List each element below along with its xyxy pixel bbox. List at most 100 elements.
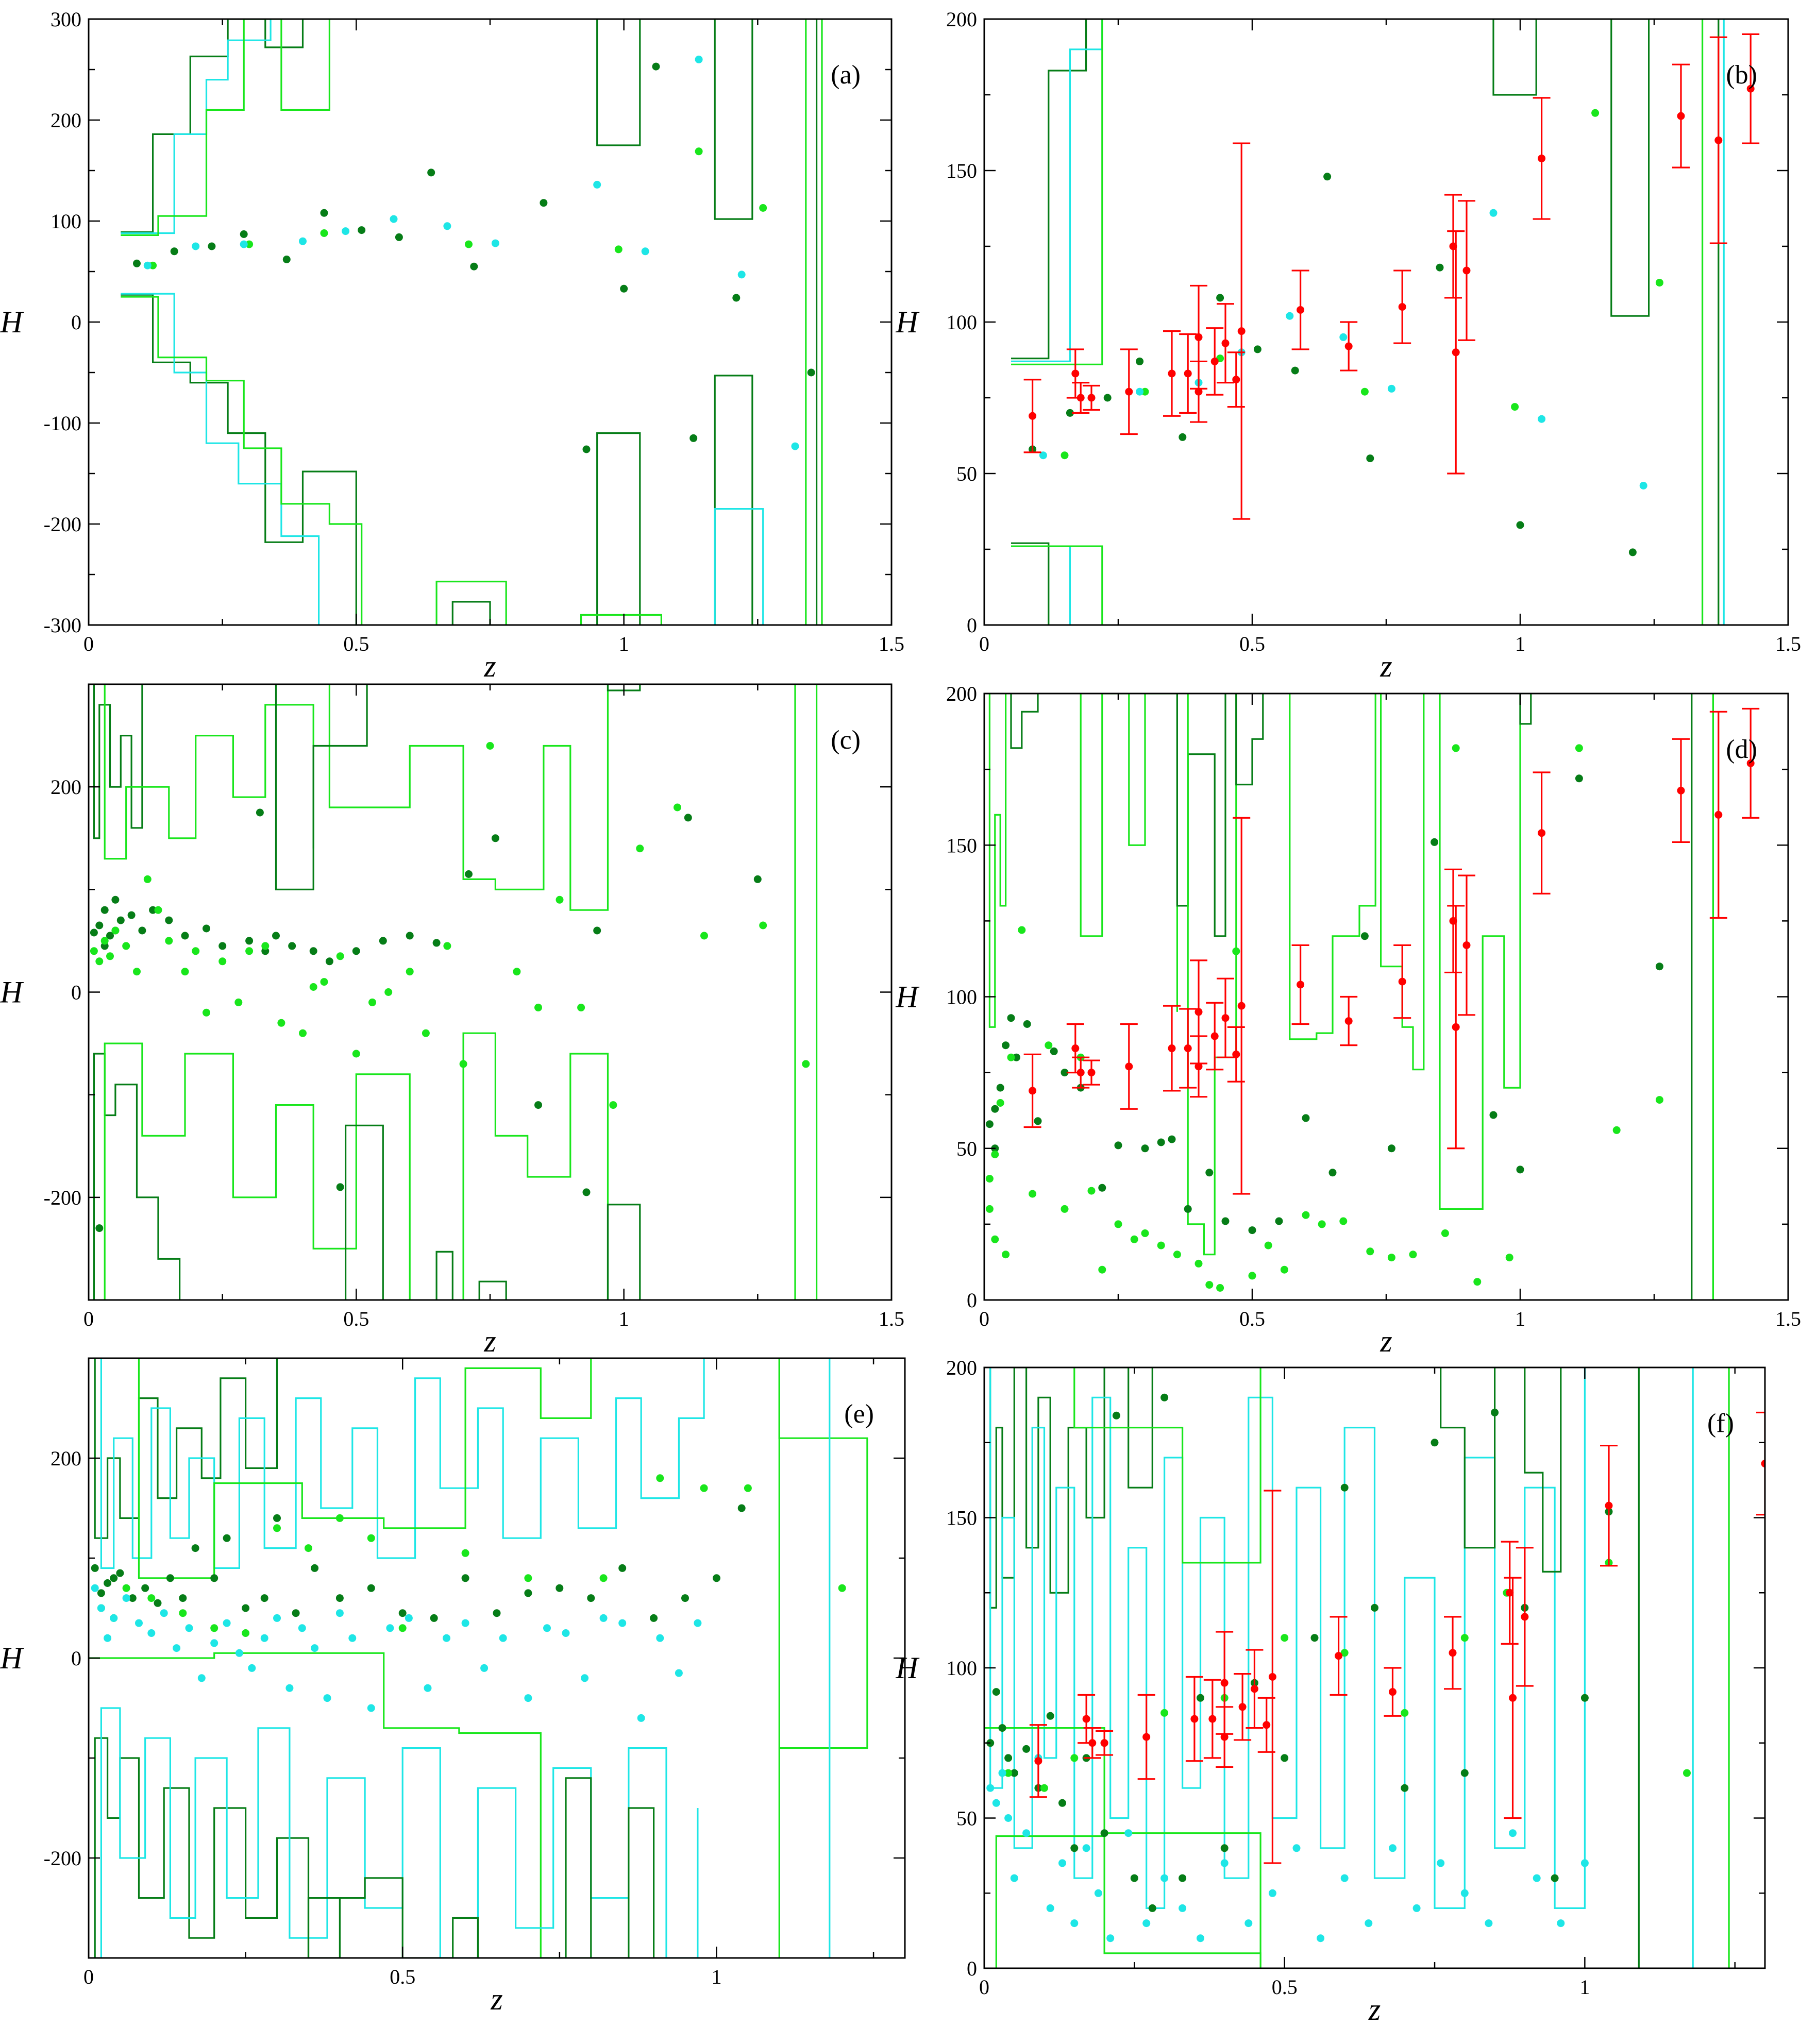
data-point [1401, 1784, 1409, 1792]
error-bar [1533, 97, 1551, 220]
data-point [465, 870, 473, 878]
data-point [443, 222, 451, 230]
data-point [1317, 1934, 1325, 1942]
error-bar [1264, 1490, 1282, 1864]
data-point [1264, 1241, 1272, 1249]
data-point [1046, 1904, 1054, 1912]
step-line [100, 1358, 705, 1569]
data-point [179, 1594, 187, 1602]
data-point [335, 1609, 344, 1617]
data-point [1473, 1278, 1482, 1286]
data-point [1130, 1874, 1138, 1882]
data-point [1521, 1613, 1529, 1621]
data-point [116, 916, 125, 924]
data-point [1124, 1829, 1133, 1837]
error-bar [1672, 63, 1690, 168]
data-point [534, 1101, 542, 1109]
error-bar [1083, 1727, 1101, 1759]
data-point [1253, 345, 1261, 353]
data-point [1220, 1859, 1229, 1867]
data-point [1082, 1715, 1090, 1723]
step-line [328, 684, 609, 911]
y-tick-label: 150 [946, 834, 977, 857]
data-point [1683, 1769, 1691, 1777]
error-bar [1234, 1673, 1252, 1741]
data-point [1076, 394, 1085, 402]
data-point [1489, 1111, 1498, 1119]
data-point [1141, 1144, 1149, 1153]
plot-area [121, 19, 823, 625]
data-point [443, 1634, 450, 1642]
data-point [248, 1664, 256, 1672]
step-line [989, 1367, 1153, 1609]
error-bar [1190, 360, 1207, 423]
error-bar [1672, 738, 1690, 843]
x-tick-label: 0.5 [390, 1965, 415, 1988]
step-line [995, 1835, 1261, 1968]
y-tick-label: -200 [44, 1847, 81, 1870]
data-point [90, 928, 98, 937]
data-point [323, 1694, 331, 1702]
data-point [480, 1664, 489, 1672]
plot-area [985, 694, 1760, 1300]
error-bar [1163, 330, 1181, 417]
data-point [737, 1504, 746, 1512]
data-point [100, 937, 109, 945]
data-point [1460, 1769, 1469, 1777]
data-point [106, 932, 114, 940]
data-point [609, 1101, 617, 1109]
panel-label: (d) [1726, 735, 1757, 764]
y-tick-label: 100 [946, 311, 977, 334]
data-point [587, 1594, 595, 1602]
error-bar [1179, 1008, 1197, 1089]
data-point [1714, 136, 1723, 144]
step-line [1440, 1367, 1562, 1573]
data-point [1087, 1069, 1096, 1077]
data-point [1194, 387, 1203, 396]
data-point [1002, 1041, 1010, 1050]
data-point [386, 1624, 394, 1632]
data-point [1412, 1904, 1421, 1912]
data-point [133, 968, 141, 976]
data-point [684, 814, 692, 822]
plot-area [984, 1367, 1765, 1968]
data-point [1221, 339, 1230, 347]
data-point [1018, 926, 1026, 934]
panel-b: 0 0.5 1 1.5 0 50 100 150 200 z H (b) [895, 8, 1801, 683]
data-point [1184, 369, 1192, 378]
data-point [154, 1599, 162, 1607]
data-point [379, 937, 387, 945]
step-line [989, 1367, 1586, 1909]
error-bar [1179, 333, 1197, 414]
error-bar [1137, 1694, 1155, 1780]
step-line [451, 601, 491, 625]
y-axis-label: H [0, 1641, 24, 1675]
data-point [1141, 387, 1149, 396]
data-point [91, 1564, 99, 1572]
data-point [759, 204, 767, 212]
data-point [97, 1604, 105, 1612]
data-point [430, 1614, 438, 1622]
data-point [461, 1549, 469, 1557]
data-point [342, 227, 350, 235]
x-tick-label: 0.5 [343, 1307, 369, 1330]
panel-a: 0 0.5 1 1.5 -300 -200 -100 0 100 200 300 z H (a) [0, 8, 904, 683]
error-bar [1190, 1035, 1207, 1098]
data-point [166, 1574, 174, 1582]
data-point [1136, 357, 1144, 365]
data-point [305, 1544, 312, 1552]
step-line [1011, 545, 1071, 625]
data-point [285, 1684, 294, 1692]
data-point [636, 844, 644, 853]
step-line [1080, 694, 1178, 1012]
y-tick-label: 0 [71, 311, 81, 334]
data-point [165, 916, 173, 924]
x-axis-label: z [483, 1324, 496, 1358]
data-point [272, 932, 280, 940]
data-point [288, 942, 296, 950]
data-point [1280, 1265, 1288, 1274]
data-point [1087, 1187, 1096, 1195]
data-point [1538, 415, 1546, 423]
step-line [1176, 694, 1226, 937]
